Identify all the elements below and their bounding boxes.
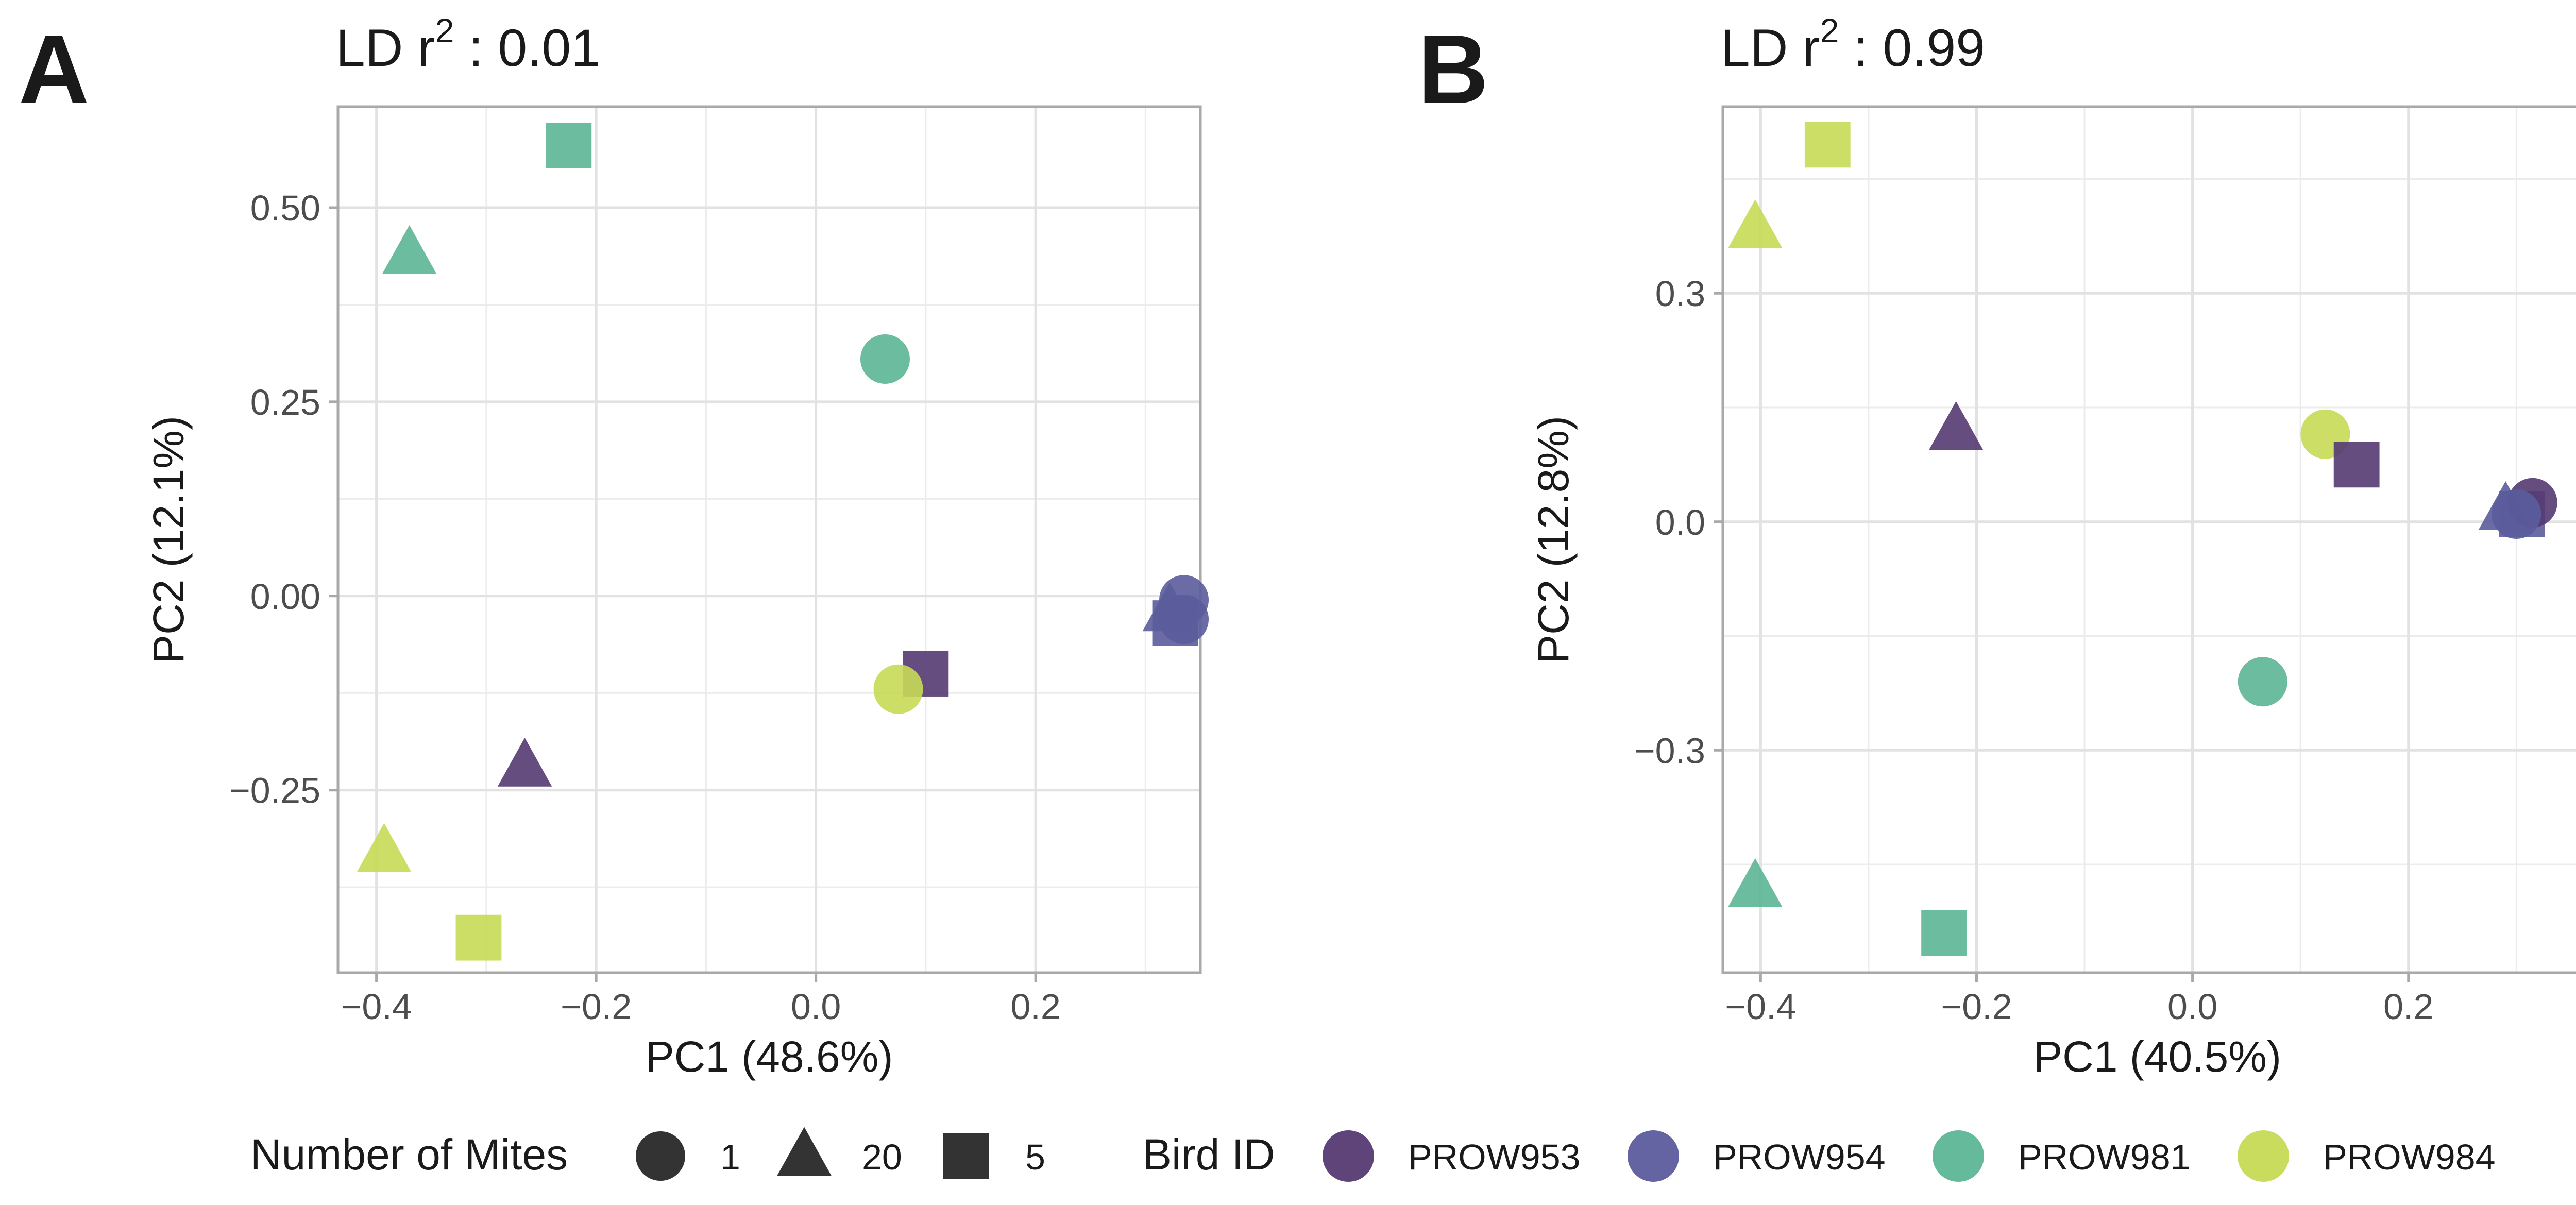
y-tick-label: −0.3 [1634, 731, 1705, 771]
legend-bird-label: PROW953 [1408, 1137, 1581, 1177]
x-tick-label: −0.4 [341, 987, 412, 1027]
legend-swatch-prow984 [2238, 1130, 2289, 1182]
y-tick-label: 0.0 [1655, 502, 1705, 542]
legend-swatch-prow953 [1323, 1130, 1374, 1182]
plot-panel [1723, 107, 2576, 973]
scatter-point [1159, 595, 1209, 644]
legend-mites-label: 5 [1025, 1137, 1045, 1177]
x-tick-label: 0.2 [2383, 987, 2433, 1027]
y-tick-label: 0.25 [250, 382, 320, 422]
legend-bird-label: PROW981 [2018, 1137, 2191, 1177]
title-superscript: 2 [1820, 11, 1839, 49]
title-prefix: LD r [1721, 19, 1820, 77]
legend-swatch-prow981 [1933, 1130, 1984, 1182]
panel-b: B LD r2 : 0.99 −0.4 −0.2 0.0 0.2 −0.3 0.0 0.3 PC1… [1418, 11, 2576, 1081]
legend-mites-title: Number of Mites [250, 1130, 568, 1179]
legend: Number of Mites 1 20 5 Bird ID PROW953 PROW954… [250, 1127, 2496, 1182]
y-tick-label: 0.3 [1655, 274, 1705, 314]
panel-label: A [19, 15, 89, 124]
panel-a: A LD r2 : 0.01 −0.4 −0.2 0.0 0.2 −0.25 0.00 0.25… [19, 11, 1209, 1081]
title-superscript: 2 [435, 11, 454, 49]
legend-shape-20 [777, 1127, 832, 1176]
x-tick-label: 0.0 [791, 987, 841, 1027]
scatter-point [1804, 122, 1851, 168]
legend-swatch-prow954 [1628, 1130, 1679, 1182]
legend-shape-1 [636, 1131, 685, 1181]
y-tick-label: 0.00 [250, 576, 320, 617]
x-axis-label: PC1 (48.6%) [646, 1032, 893, 1081]
panel-label: B [1418, 15, 1488, 124]
scatter-point [2333, 442, 2380, 488]
legend-bird-title: Bird ID [1143, 1130, 1275, 1179]
legend-mites-label: 1 [720, 1137, 740, 1177]
scatter-point [382, 225, 437, 274]
y-tick-label: 0.50 [250, 188, 320, 228]
legend-shape-5 [943, 1133, 989, 1179]
scatter-point [860, 334, 910, 384]
scatter-point [455, 914, 502, 961]
scatter-point [1928, 401, 1984, 450]
scatter-point [2492, 489, 2541, 539]
scatter-point [1728, 199, 1783, 248]
x-tick-label: 0.0 [2167, 987, 2217, 1027]
title-suffix: : 0.99 [1839, 19, 1985, 77]
chart-title: LD r2 : 0.99 [1721, 11, 1985, 77]
x-axis-label: PC1 (40.5%) [2033, 1032, 2281, 1081]
title-prefix: LD r [336, 19, 435, 77]
chart-title: LD r2 : 0.01 [336, 11, 600, 77]
scatter-point [546, 122, 592, 168]
x-tick-label: −0.2 [561, 987, 632, 1027]
y-axis-label: PC2 (12.1%) [144, 416, 193, 664]
x-tick-label: −0.2 [1941, 987, 2012, 1027]
x-tick-label: 0.2 [1010, 987, 1060, 1027]
legend-mites-label: 20 [862, 1137, 902, 1177]
panel-border [336, 105, 1202, 974]
scatter-point [357, 823, 412, 872]
scatter-point [497, 737, 552, 787]
scatter-point [1921, 910, 1968, 956]
scatter-point [1728, 858, 1783, 907]
legend-bird-label: PROW954 [1713, 1137, 1886, 1177]
plot-panel [338, 107, 1200, 973]
panel-border [1721, 105, 2576, 974]
y-tick-label: −0.25 [229, 771, 320, 811]
legend-bird-label: PROW984 [2323, 1137, 2496, 1177]
title-suffix: : 0.01 [454, 19, 600, 77]
x-tick-label: −0.4 [1725, 987, 1796, 1027]
scatter-point [873, 664, 923, 714]
scatter-point [2238, 657, 2287, 707]
y-axis-label: PC2 (12.8%) [1529, 416, 1578, 664]
